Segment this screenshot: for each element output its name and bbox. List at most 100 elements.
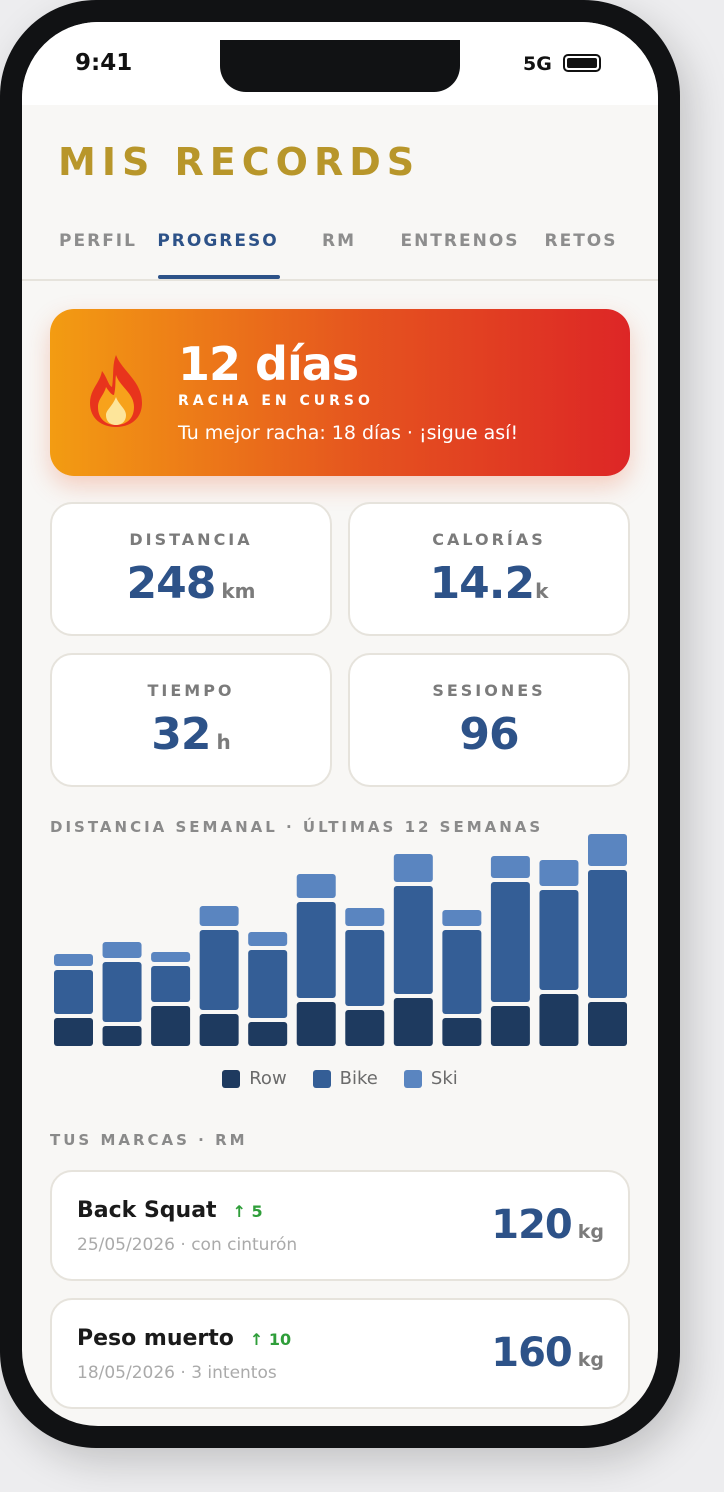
bar-segment xyxy=(490,1006,530,1046)
flame-icon xyxy=(90,355,142,427)
stat-value: 96 xyxy=(350,709,628,760)
stat-number: 96 xyxy=(459,709,519,760)
stat-card: TIEMPO 32 h xyxy=(50,653,332,787)
stat-value: 14.2k xyxy=(350,558,628,609)
bar-segment xyxy=(54,1018,93,1046)
stat-label: SESIONES xyxy=(432,681,546,700)
stat-label: CALORÍAS xyxy=(432,530,546,549)
legend-item: Ski xyxy=(403,1068,458,1089)
stat-unit: km xyxy=(221,579,256,603)
divider xyxy=(22,279,658,281)
bar-segment xyxy=(248,950,288,1018)
bar-segment xyxy=(393,854,433,882)
network: 5G xyxy=(523,53,552,75)
bar-segment xyxy=(490,856,530,878)
stat-number: 32 xyxy=(151,709,211,760)
stat-unit: h xyxy=(216,730,231,754)
record-value-box: 160 kg xyxy=(491,1330,604,1376)
record-detail: 25/05/2026 · con cinturón xyxy=(77,1235,298,1255)
battery xyxy=(563,54,601,72)
bar-segment xyxy=(442,930,482,1014)
bar-segment xyxy=(588,1002,627,1046)
bar-segment xyxy=(345,930,385,1006)
bar-segment xyxy=(345,908,385,926)
stat-unit: k xyxy=(535,579,549,603)
tab[interactable]: RM xyxy=(321,231,357,251)
bar-segment xyxy=(588,870,627,998)
record-title: Back Squat ↑ 5 xyxy=(77,1198,263,1223)
stat-value: 32 h xyxy=(52,709,330,760)
stat-card: DISTANCIA 248 km xyxy=(50,502,332,636)
record-value: 160 xyxy=(491,1330,572,1376)
time: 9:41 xyxy=(75,50,133,76)
bar-segment xyxy=(54,970,93,1014)
bar-segment xyxy=(588,834,627,866)
legend-label: Ski xyxy=(430,1068,458,1089)
records-title: TUS MARCAS · RM xyxy=(50,1131,248,1149)
legend-swatch xyxy=(312,1069,331,1088)
tab[interactable]: PERFIL xyxy=(59,231,137,251)
record-delta: ↑ 5 xyxy=(232,1202,263,1221)
chart xyxy=(54,834,627,1046)
bar-segment xyxy=(151,952,191,962)
record-detail: 18/05/2026 · 3 intentos xyxy=(77,1363,277,1383)
bar-segment xyxy=(248,1022,288,1046)
tab-indicator xyxy=(158,275,280,279)
bar-segment xyxy=(296,1002,336,1046)
bar-segment xyxy=(393,998,433,1046)
record-name: Back Squat xyxy=(77,1198,217,1223)
bar-segment xyxy=(151,1006,191,1046)
streak-label: RACHA EN CURSO xyxy=(178,393,374,409)
stat-value: 248 km xyxy=(52,558,330,609)
record-value-box: 120 kg xyxy=(491,1202,604,1248)
bar-segment xyxy=(199,1014,239,1046)
stat-label: TIEMPO xyxy=(147,681,235,700)
legend-item: Row xyxy=(222,1068,287,1089)
record-unit: kg xyxy=(577,1221,604,1243)
record-delta: ↑ 10 xyxy=(249,1330,292,1349)
legend-swatch xyxy=(222,1069,241,1088)
bar-segment xyxy=(102,942,142,958)
bar-segment xyxy=(102,1026,142,1046)
bar-segment xyxy=(199,930,239,1010)
tab[interactable]: RETOS xyxy=(544,231,618,251)
bar-segment xyxy=(345,1010,385,1046)
tab[interactable]: PROGRESO xyxy=(157,231,279,251)
streak-best: Tu mejor racha: 18 días · ¡sigue así! xyxy=(178,422,519,444)
bar-segment xyxy=(442,910,482,926)
stat-card: CALORÍAS 14.2k xyxy=(348,502,630,636)
bar-segment xyxy=(539,890,579,990)
legend-item: Bike xyxy=(312,1068,378,1089)
record-card[interactable]: Back Squat ↑ 5 25/05/2026 · con cinturón 12… xyxy=(50,1170,630,1281)
legend-swatch xyxy=(403,1069,422,1088)
stat-number: 14.2 xyxy=(429,558,536,609)
tab[interactable]: ENTRENOS xyxy=(400,231,520,251)
record-name: Peso muerto xyxy=(77,1326,234,1351)
legend-label: Row xyxy=(249,1068,287,1089)
stat-card: SESIONES 96 xyxy=(348,653,630,787)
legend-label: Bike xyxy=(339,1068,378,1089)
bar-segment xyxy=(102,962,142,1022)
bar-segment xyxy=(539,860,579,886)
bar-segment xyxy=(151,966,191,1002)
bar-segment xyxy=(442,1018,482,1046)
record-unit: kg xyxy=(577,1349,604,1371)
stat-label: DISTANCIA xyxy=(129,530,253,549)
chart-title: DISTANCIA SEMANAL · ÚLTIMAS 12 SEMANAS xyxy=(50,818,544,836)
bar-segment xyxy=(393,886,433,994)
record-value: 120 xyxy=(491,1202,572,1248)
legend: Row Bike Ski xyxy=(0,1068,680,1089)
stat-number: 248 xyxy=(126,558,217,609)
record-title: Peso muerto ↑ 10 xyxy=(77,1326,291,1351)
bar-segment xyxy=(296,902,336,998)
bar-segment xyxy=(539,994,579,1046)
bar-segment xyxy=(54,954,93,966)
streak-value: 12 días xyxy=(178,337,359,391)
bar-segment xyxy=(296,874,336,898)
bar-segment xyxy=(490,882,530,1002)
record-card[interactable]: Peso muerto ↑ 10 18/05/2026 · 3 intentos 16… xyxy=(50,1298,630,1409)
page-title: MIS RECORDS xyxy=(58,140,421,184)
bar-segment xyxy=(248,932,288,946)
bar-segment xyxy=(199,906,239,926)
